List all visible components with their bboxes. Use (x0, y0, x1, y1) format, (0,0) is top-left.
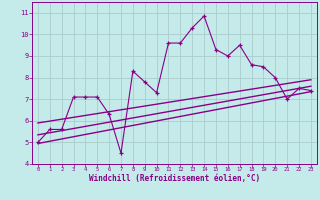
X-axis label: Windchill (Refroidissement éolien,°C): Windchill (Refroidissement éolien,°C) (89, 174, 260, 183)
